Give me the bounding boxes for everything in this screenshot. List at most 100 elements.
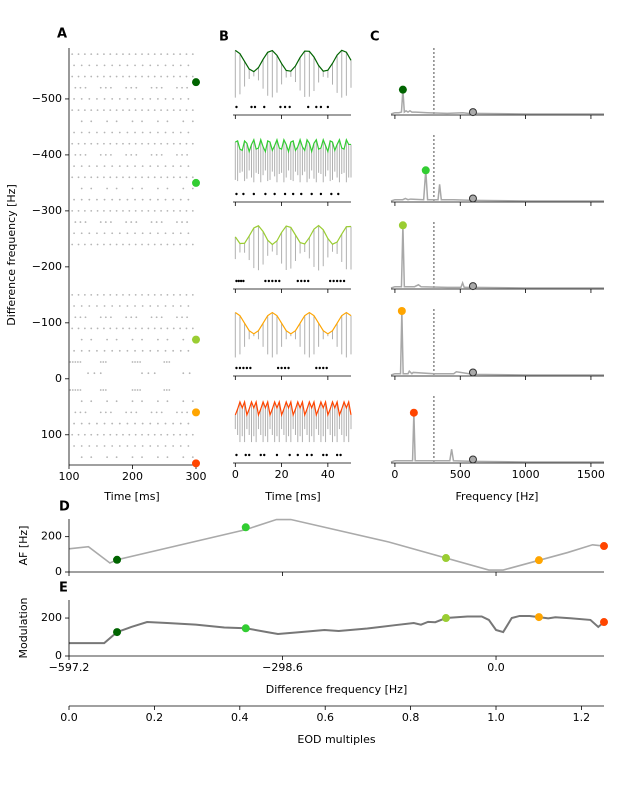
raster-dot bbox=[71, 327, 74, 330]
raster-dot bbox=[96, 422, 98, 425]
raster-dot bbox=[99, 221, 102, 223]
raster-dot bbox=[164, 445, 167, 447]
raster-dot bbox=[80, 445, 83, 447]
raster-dot bbox=[172, 293, 175, 296]
raster-dot bbox=[160, 221, 163, 223]
raster-dot bbox=[71, 75, 74, 78]
raster-dot bbox=[77, 293, 80, 296]
spike bbox=[235, 192, 238, 196]
x-axis-label: Time [ms] bbox=[103, 490, 159, 503]
raster-dot bbox=[172, 305, 175, 307]
eod-marker bbox=[468, 194, 477, 203]
x-axis-label: Frequency [Hz] bbox=[456, 490, 539, 503]
raster-dot bbox=[191, 327, 194, 330]
envelope-line bbox=[234, 311, 352, 335]
x-tick-label: 1.0 bbox=[487, 711, 505, 724]
raster-dot bbox=[84, 154, 87, 156]
raster-dot bbox=[73, 232, 75, 235]
raster-dot bbox=[104, 361, 107, 363]
raster-dot bbox=[71, 176, 74, 179]
raster-dot bbox=[118, 305, 121, 307]
x-tick-label: 1500 bbox=[577, 468, 605, 481]
raster-dot bbox=[71, 361, 74, 363]
raster-dot bbox=[136, 389, 139, 391]
raster-dot bbox=[153, 109, 156, 112]
raster-dot bbox=[99, 389, 102, 391]
raster-dot bbox=[103, 131, 106, 134]
raster-dot bbox=[84, 86, 87, 89]
x-axis-label: Time [ms] bbox=[264, 490, 320, 503]
raster-dot bbox=[172, 327, 175, 330]
y-tick-label: 0 bbox=[55, 649, 62, 662]
raster-dot bbox=[149, 98, 152, 100]
raster-dot bbox=[134, 209, 137, 212]
raster-dot bbox=[182, 400, 185, 403]
raster-dot bbox=[191, 293, 194, 296]
raster-dot bbox=[118, 64, 121, 67]
raster-dot bbox=[96, 349, 98, 352]
raster-dot bbox=[172, 349, 175, 352]
spike bbox=[339, 453, 342, 457]
raster-dot bbox=[141, 109, 143, 112]
raster-dot bbox=[80, 338, 83, 341]
spike bbox=[283, 105, 287, 109]
spike bbox=[315, 105, 318, 109]
raster-dot bbox=[166, 187, 169, 190]
raster-dot bbox=[109, 327, 112, 330]
raster-dot bbox=[103, 75, 105, 78]
raster-dot bbox=[139, 389, 142, 391]
raster-dot bbox=[134, 198, 136, 201]
raster-dot bbox=[147, 75, 150, 78]
raster-dot bbox=[172, 445, 175, 447]
raster-dot bbox=[115, 338, 118, 341]
raster-dot bbox=[172, 109, 175, 112]
spike bbox=[300, 192, 303, 196]
df-marker bbox=[192, 459, 200, 468]
spike bbox=[250, 105, 253, 109]
raster-dot bbox=[96, 433, 99, 436]
raster-dot bbox=[109, 75, 112, 78]
raster-dot bbox=[90, 338, 93, 341]
x-tick-label: 0 bbox=[391, 468, 398, 481]
raster-dot bbox=[126, 98, 129, 100]
raster-dot bbox=[104, 86, 107, 89]
raster-dot bbox=[128, 327, 131, 330]
spike bbox=[315, 366, 318, 370]
raster-dot bbox=[96, 198, 98, 201]
raster-dot bbox=[83, 53, 86, 56]
raster-dot bbox=[73, 422, 75, 425]
y-tick-label: −500 bbox=[32, 92, 62, 105]
raster-dot bbox=[90, 109, 93, 112]
raster-dot bbox=[87, 372, 89, 375]
spike bbox=[328, 279, 332, 283]
raster-dot bbox=[96, 75, 99, 78]
raster-dot bbox=[96, 165, 98, 168]
raster-dot bbox=[103, 327, 105, 330]
x-tick-label: 0.0 bbox=[487, 661, 505, 674]
raster-dot bbox=[83, 327, 86, 330]
raster-dot bbox=[83, 109, 86, 112]
panel-label: E bbox=[59, 581, 68, 596]
raster-dot bbox=[141, 400, 143, 403]
eod-marker bbox=[468, 282, 477, 291]
spike bbox=[263, 105, 266, 109]
raster-dot bbox=[90, 120, 93, 123]
raster-dot bbox=[84, 316, 87, 319]
raster-dot bbox=[74, 411, 77, 414]
raster-dot bbox=[147, 243, 150, 246]
raster-dot bbox=[181, 316, 183, 319]
raster-dot bbox=[74, 389, 77, 391]
raster-dot bbox=[191, 209, 194, 212]
raster-dot bbox=[103, 243, 105, 246]
raster-dot bbox=[179, 349, 182, 352]
raster-dot bbox=[104, 154, 107, 156]
raster-dot bbox=[157, 198, 159, 201]
raster-dot bbox=[122, 243, 124, 246]
spike bbox=[332, 279, 335, 283]
raster-dot bbox=[157, 338, 159, 341]
raster-dot bbox=[84, 411, 87, 414]
raster-dot bbox=[135, 411, 138, 414]
raster-dot bbox=[103, 232, 106, 235]
x-tick-label: 0 bbox=[232, 468, 239, 481]
raster-dot bbox=[109, 176, 112, 179]
